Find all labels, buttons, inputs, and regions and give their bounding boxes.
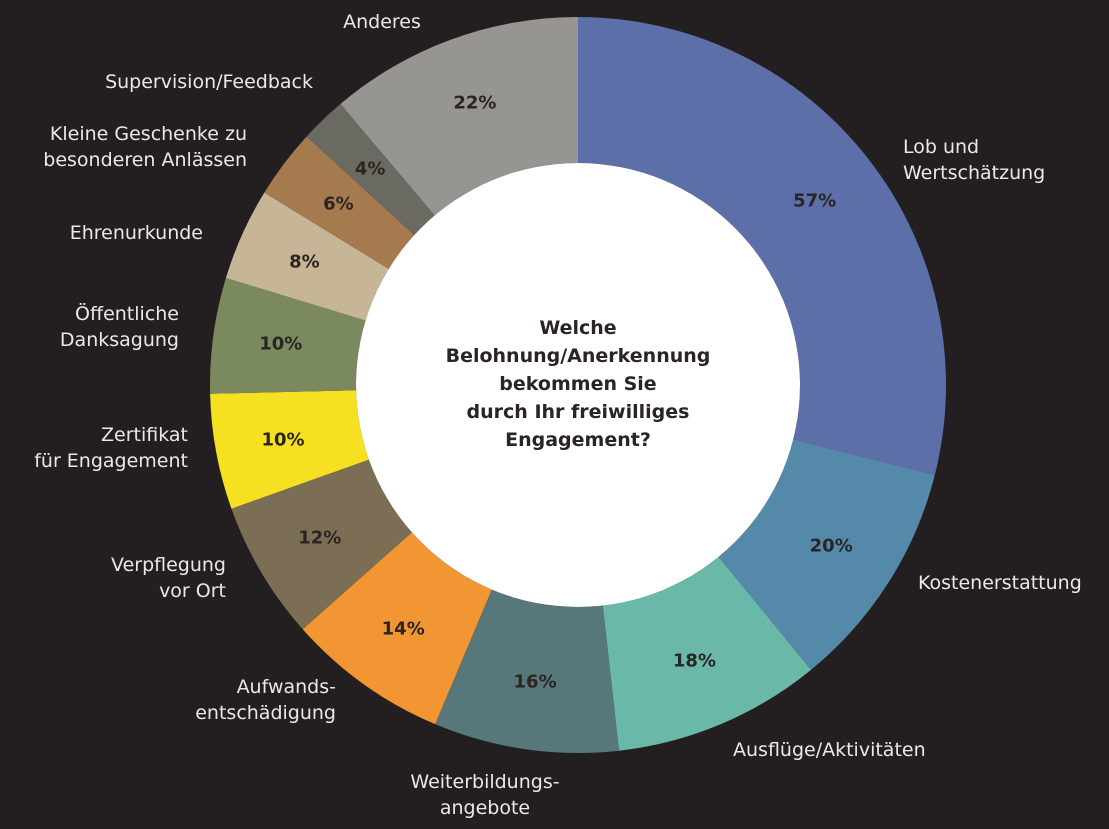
donut-slice [302, 532, 492, 725]
donut-slice [578, 17, 946, 476]
category-label: Ehrenurkunde [69, 222, 203, 244]
data-label: 10% [261, 429, 305, 451]
donut-slice [210, 277, 366, 394]
donut-hole [356, 163, 800, 607]
donut-slice [306, 103, 435, 236]
donut-slice [264, 136, 415, 269]
donut-slice [435, 589, 619, 753]
category-label: Ausflüge/Aktivitäten [733, 739, 926, 761]
category-label: Lob und Wertschätzung [903, 136, 1046, 184]
donut-slice [225, 192, 389, 321]
data-label: 18% [672, 650, 716, 672]
data-label: 20% [809, 535, 853, 557]
data-label: 6% [323, 193, 354, 215]
category-label: Kostenerstattung [918, 572, 1082, 594]
category-label: Kleine Geschenke zu besonderen Anlässen [43, 123, 247, 171]
data-label: 22% [453, 92, 497, 114]
data-label: 12% [298, 527, 342, 549]
donut-slice [231, 459, 412, 630]
data-label: 14% [381, 618, 425, 640]
category-label: Aufwands- entschädigung [195, 676, 336, 724]
data-label: 16% [513, 671, 557, 693]
data-label: 10% [259, 333, 303, 355]
category-label: Supervision/Feedback [105, 71, 313, 93]
category-label: Anderes [343, 11, 421, 33]
donut-slice [718, 439, 935, 670]
data-label: 4% [354, 158, 386, 180]
donut-slice [602, 556, 812, 751]
donut-slice [210, 390, 369, 509]
category-label: Öffentliche Danksagung [59, 303, 179, 351]
data-label: 8% [289, 251, 320, 273]
data-label: 57% [793, 190, 837, 212]
category-label: Verpflegung vor Ort [111, 554, 226, 602]
donut-slice [340, 17, 578, 216]
chart-title: Welche Belohnung/Anerkennung bekommen Si… [445, 317, 711, 451]
category-label: Weiterbildungs- angebote [410, 771, 560, 819]
category-label: Zertifikat für Engagement [34, 424, 188, 472]
